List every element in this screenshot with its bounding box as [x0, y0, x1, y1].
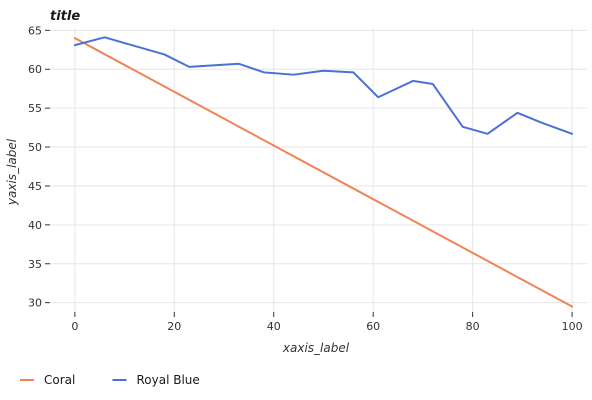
royal-blue-series-line	[73, 36, 574, 135]
y-tick-label-2: 40	[28, 219, 42, 232]
x-tick-label-3: 60	[366, 320, 380, 333]
x-tick-label-5: 100	[562, 320, 583, 333]
grid	[50, 28, 587, 312]
x-tick-label-4: 80	[466, 320, 480, 333]
y-tick-label-1: 35	[28, 258, 42, 271]
royal-blue-legend-label: Royal Blue	[137, 373, 200, 387]
coral-series-line	[73, 37, 574, 308]
x-axis-label: xaxis_label	[282, 341, 350, 355]
y-tick-label-0: 30	[28, 297, 42, 310]
y-axis-label: yaxis_label	[5, 138, 19, 206]
y-tick-label-6: 60	[28, 63, 42, 76]
series-group	[73, 36, 574, 308]
x-tick-label-1: 20	[167, 320, 181, 333]
y-tick-label-4: 50	[28, 141, 42, 154]
axis-ticks: 0 20 40 60 80 100 30 35 40 45 50 55 60 65	[28, 24, 583, 333]
y-tick-label-3: 45	[28, 180, 42, 193]
legend: Coral Royal Blue	[20, 373, 200, 387]
chart-title: title	[50, 9, 80, 24]
x-tick-label-0: 0	[71, 320, 78, 333]
x-tick-label-2: 40	[267, 320, 281, 333]
y-tick-label-5: 55	[28, 102, 42, 115]
coral-legend-label: Coral	[44, 373, 75, 387]
y-tick-label-7: 65	[28, 24, 42, 37]
